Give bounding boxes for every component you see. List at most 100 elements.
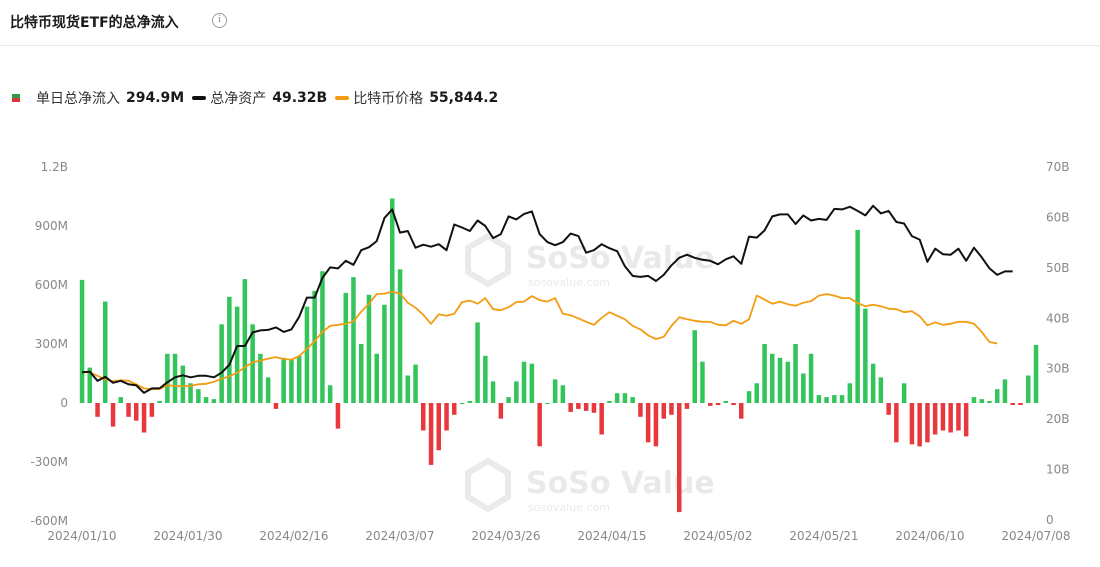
outflow-bar[interactable] — [708, 403, 713, 406]
inflow-bar[interactable] — [855, 229, 860, 403]
inflow-bar[interactable] — [614, 393, 620, 403]
inflow-bar[interactable] — [312, 290, 317, 403]
outflow-bar[interactable] — [886, 403, 891, 415]
inflow-bar[interactable] — [327, 385, 333, 403]
outflow-bar[interactable] — [894, 403, 899, 443]
inflow-bar[interactable] — [227, 296, 232, 403]
legend-item-net-assets[interactable]: 总净资产 49.32B — [192, 88, 327, 108]
outflow-bar[interactable] — [661, 403, 667, 419]
inflow-bar[interactable] — [754, 383, 760, 403]
inflow-bar[interactable] — [459, 403, 465, 404]
outflow-bar[interactable] — [576, 403, 581, 409]
inflow-bar[interactable] — [723, 401, 729, 403]
inflow-bar[interactable] — [234, 306, 240, 403]
inflow-bar[interactable] — [995, 389, 1000, 403]
inflow-bar[interactable] — [622, 393, 628, 403]
inflow-bar[interactable] — [79, 279, 85, 403]
inflow-bar[interactable] — [157, 401, 162, 403]
outflow-bar[interactable] — [498, 403, 504, 419]
inflow-bar[interactable] — [366, 294, 372, 403]
inflow-bar[interactable] — [777, 357, 783, 403]
outflow-bar[interactable] — [638, 403, 643, 417]
inflow-bar[interactable] — [203, 397, 209, 403]
inflow-bar[interactable] — [560, 385, 566, 403]
outflow-bar[interactable] — [948, 403, 953, 433]
inflow-bar[interactable] — [816, 395, 822, 403]
inflow-bar[interactable] — [281, 357, 286, 403]
inflow-bar[interactable] — [304, 306, 310, 403]
inflow-bar[interactable] — [832, 395, 837, 403]
outflow-bar[interactable] — [335, 403, 341, 429]
inflow-bar[interactable] — [808, 353, 814, 403]
outflow-bar[interactable] — [917, 403, 922, 447]
inflow-bar[interactable] — [118, 397, 124, 403]
inflow-bar[interactable] — [87, 367, 93, 403]
inflow-bar[interactable] — [971, 397, 977, 403]
inflow-bar[interactable] — [692, 330, 698, 403]
inflow-bar[interactable] — [863, 308, 868, 403]
legend-item-btc-price[interactable]: 比特币价格 55,844.2 — [335, 88, 498, 108]
outflow-bar[interactable] — [591, 403, 597, 413]
outflow-bar[interactable] — [956, 403, 961, 431]
inflow-bar[interactable] — [211, 399, 217, 403]
outflow-bar[interactable] — [645, 403, 651, 443]
outflow-bar[interactable] — [273, 403, 279, 409]
inflow-bar[interactable] — [1002, 379, 1008, 403]
net-assets-line[interactable] — [81, 204, 1013, 394]
outflow-bar[interactable] — [677, 403, 682, 513]
inflow-bar[interactable] — [1033, 345, 1039, 403]
outflow-bar[interactable] — [537, 403, 542, 447]
outflow-bar[interactable] — [731, 403, 736, 405]
inflow-bar[interactable] — [979, 399, 985, 403]
outflow-bar[interactable] — [909, 403, 915, 445]
inflow-bar[interactable] — [700, 361, 705, 403]
inflow-bar[interactable] — [552, 379, 558, 403]
outflow-bar[interactable] — [715, 403, 721, 405]
inflow-bar[interactable] — [987, 401, 992, 403]
inflow-bar[interactable] — [320, 271, 325, 403]
inflow-bar[interactable] — [545, 403, 550, 404]
outflow-bar[interactable] — [653, 403, 659, 447]
inflow-bar[interactable] — [405, 375, 411, 404]
inflow-bar[interactable] — [374, 353, 380, 403]
inflow-bar[interactable] — [824, 397, 829, 403]
inflow-bar[interactable] — [188, 383, 193, 403]
outflow-bar[interactable] — [428, 403, 434, 465]
inflow-bar[interactable] — [762, 344, 767, 403]
inflow-bar[interactable] — [242, 279, 248, 403]
inflow-bar[interactable] — [839, 395, 845, 403]
inflow-bar[interactable] — [521, 361, 527, 403]
inflow-bar[interactable] — [506, 397, 511, 403]
outflow-bar[interactable] — [95, 403, 100, 417]
inflow-bar[interactable] — [351, 277, 356, 403]
outflow-bar[interactable] — [452, 403, 457, 415]
outflow-bar[interactable] — [1010, 403, 1016, 405]
inflow-bar[interactable] — [475, 322, 480, 403]
inflow-bar[interactable] — [296, 355, 302, 403]
outflow-bar[interactable] — [739, 403, 744, 419]
inflow-bar[interactable] — [289, 359, 294, 403]
inflow-bar[interactable] — [467, 401, 473, 403]
outflow-bar[interactable] — [1018, 403, 1023, 405]
inflow-bar[interactable] — [607, 401, 612, 403]
inflow-bar[interactable] — [878, 377, 884, 403]
inflow-bar[interactable] — [770, 353, 775, 403]
outflow-bar[interactable] — [963, 403, 969, 437]
inflow-bar[interactable] — [1026, 375, 1031, 404]
inflow-bar[interactable] — [397, 269, 403, 403]
outflow-bar[interactable] — [436, 403, 442, 451]
legend-item-daily-net-inflow[interactable]: 单日总净流入 294.9M — [12, 88, 184, 108]
btc-price-line[interactable] — [82, 290, 998, 391]
outflow-bar[interactable] — [925, 403, 930, 443]
outflow-bar[interactable] — [149, 403, 155, 417]
outflow-bar[interactable] — [940, 403, 946, 431]
outflow-bar[interactable] — [141, 403, 147, 433]
inflow-bar[interactable] — [514, 381, 519, 403]
outflow-bar[interactable] — [421, 403, 426, 431]
inflow-bar[interactable] — [785, 361, 791, 403]
outflow-bar[interactable] — [599, 403, 604, 435]
outflow-bar[interactable] — [126, 403, 131, 417]
inflow-bar[interactable] — [847, 383, 853, 403]
inflow-bar[interactable] — [219, 324, 224, 403]
